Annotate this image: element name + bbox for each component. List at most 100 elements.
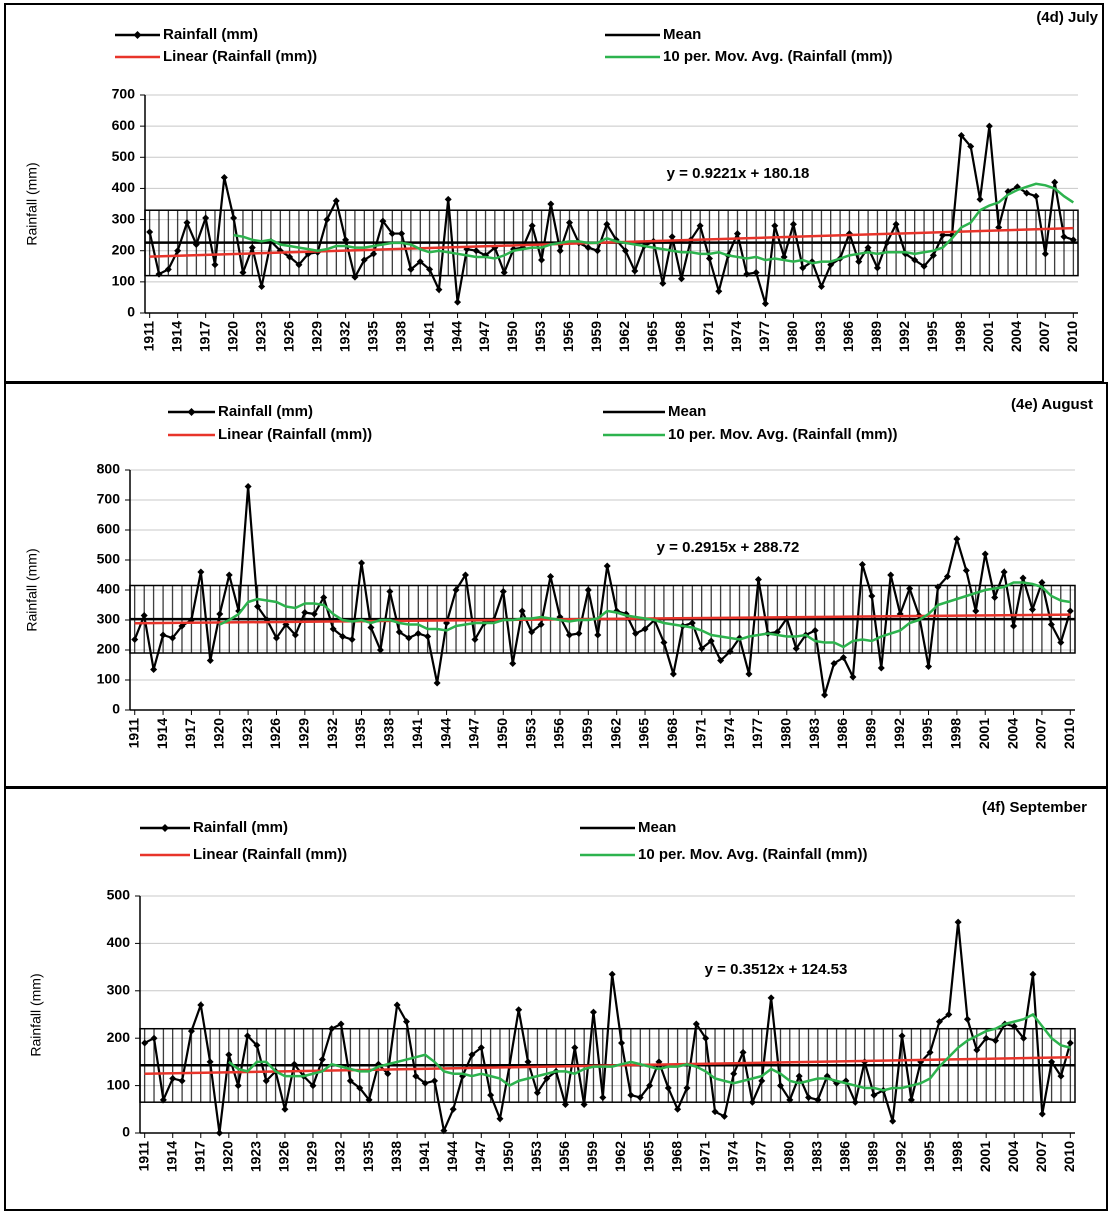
x-tick-label: 1929	[304, 1141, 320, 1172]
x-tick-label: 1968	[668, 1141, 684, 1172]
data-point	[618, 1039, 626, 1047]
x-tick-label: 1986	[834, 718, 850, 749]
x-tick-label: 1935	[360, 1141, 376, 1172]
x-tick-label: 2004	[1008, 321, 1024, 352]
data-point	[636, 1093, 644, 1101]
data-point	[329, 625, 337, 633]
x-tick-label: 1938	[388, 1141, 404, 1172]
x-tick-label: 1959	[588, 321, 604, 352]
data-point	[254, 603, 262, 610]
data-point	[967, 142, 975, 150]
data-point	[449, 1105, 457, 1113]
x-tick-label: 1959	[584, 1141, 600, 1172]
x-tick-label: 1926	[267, 718, 283, 749]
data-point	[412, 1072, 420, 1080]
data-point	[992, 1037, 1000, 1045]
data-point	[789, 220, 797, 228]
data-point	[500, 269, 508, 277]
x-tick-label: 1977	[749, 718, 765, 749]
x-tick-label: 1962	[607, 718, 623, 749]
data-point	[187, 1027, 195, 1035]
data-point	[515, 1006, 523, 1014]
y-tick-label: 400	[97, 581, 121, 597]
data-point	[814, 1096, 822, 1104]
data-point	[169, 634, 177, 642]
data-point	[786, 1096, 794, 1104]
data-point	[855, 258, 863, 266]
x-tick-label: 1953	[522, 718, 538, 749]
data-point	[379, 217, 387, 225]
data-point	[580, 1101, 588, 1109]
data-point	[537, 621, 545, 628]
y-tick-label: 800	[97, 461, 121, 477]
data-point	[487, 1091, 495, 1099]
x-tick-label: 1950	[494, 718, 510, 749]
x-tick-label: 1995	[921, 1141, 937, 1172]
data-point	[1010, 622, 1018, 630]
data-point	[664, 1084, 672, 1092]
x-tick-label: 2007	[1033, 718, 1049, 749]
data-point	[318, 1056, 326, 1064]
data-point	[239, 269, 247, 277]
legend-label: 10 per. Mov. Avg. (Rainfall (mm))	[668, 426, 897, 443]
data-point	[230, 214, 238, 222]
data-point	[356, 1084, 364, 1092]
data-point	[707, 637, 715, 645]
data-point	[310, 610, 318, 618]
data-point	[477, 1044, 485, 1052]
x-tick-label: 1914	[154, 718, 170, 749]
data-point	[248, 244, 256, 252]
data-point	[281, 1105, 289, 1113]
x-tick-label: 2004	[1004, 718, 1020, 749]
x-tick-label: 1944	[437, 718, 453, 749]
data-point	[431, 1077, 439, 1085]
x-tick-label: 1911	[125, 718, 141, 749]
data-point	[733, 230, 741, 238]
x-tick-label: 1944	[444, 1141, 460, 1172]
data-point	[698, 645, 706, 652]
data-point	[743, 270, 751, 278]
data-point	[911, 256, 919, 264]
data-point	[547, 200, 555, 208]
x-tick-label: 1911	[135, 1141, 151, 1172]
data-point	[677, 275, 685, 283]
data-point	[518, 607, 526, 615]
y-tick-label: 0	[127, 304, 135, 320]
data-point	[589, 1008, 597, 1016]
data-point	[830, 660, 838, 667]
x-tick-label: 1938	[392, 321, 408, 352]
data-point	[159, 1096, 167, 1104]
data-point	[621, 247, 629, 255]
data-point	[405, 634, 413, 642]
data-point	[538, 256, 546, 264]
data-point	[528, 628, 536, 636]
y-tick-label: 500	[112, 148, 136, 164]
y-tick-label: 200	[97, 641, 121, 657]
data-point	[332, 197, 340, 205]
data-point	[395, 628, 403, 636]
x-tick-label: 1920	[224, 321, 240, 352]
x-tick-label: 1998	[949, 1141, 965, 1172]
data-point	[792, 645, 800, 652]
x-tick-label: 2007	[1033, 1141, 1049, 1172]
x-tick-label: 1935	[364, 321, 380, 352]
x-tick-label: 1911	[140, 321, 156, 352]
data-point	[468, 1051, 476, 1059]
y-tick-label: 300	[107, 982, 131, 998]
data-point	[258, 283, 266, 291]
data-point	[851, 1098, 859, 1106]
x-tick-label: 1995	[919, 718, 935, 749]
data-point	[393, 1001, 401, 1009]
data-point	[603, 220, 611, 228]
x-tick-label: 1992	[891, 718, 907, 749]
y-tick-label: 300	[97, 611, 121, 627]
data-point	[435, 286, 443, 294]
y-tick-label: 700	[97, 491, 121, 507]
data-point	[471, 636, 479, 643]
data-point	[669, 670, 677, 678]
data-point	[358, 559, 366, 567]
legend-label: Linear (Rainfall (mm))	[163, 48, 317, 65]
x-tick-label: 1926	[276, 1141, 292, 1172]
data-point	[174, 247, 182, 255]
y-tick-label: 700	[112, 86, 136, 102]
